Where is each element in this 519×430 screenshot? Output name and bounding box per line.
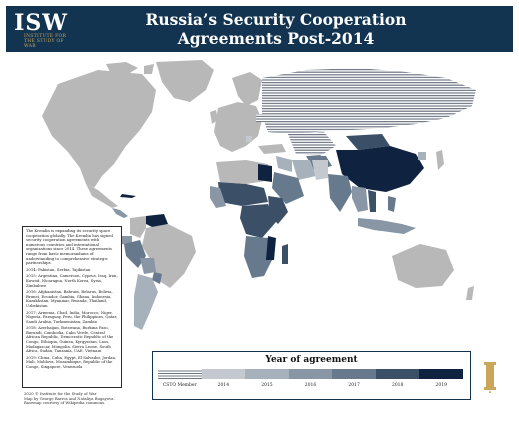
myanmar-thailand <box>352 186 368 212</box>
legend-swatch-2016 <box>288 369 333 379</box>
central-africa <box>240 204 276 238</box>
east-africa <box>268 196 288 224</box>
credit-line: Basemap courtesy of Wikipedia commons. <box>24 400 106 406</box>
north-korea <box>418 152 426 160</box>
legend-swatch-2018 <box>375 369 420 379</box>
vietnam-laos <box>368 190 376 212</box>
legend-color-bar <box>158 369 464 379</box>
legend-label: CSTO Member <box>162 383 197 388</box>
logo-text: ISW <box>14 10 68 36</box>
logo-subtitle: INSTITUTE FOR THE STUDY OF WAR <box>24 34 67 49</box>
mozambique <box>266 236 276 260</box>
year-entry-2018: 2018: Azerbaijan, Botswana, Burkina Faso… <box>26 325 114 354</box>
world-map <box>42 60 476 330</box>
venezuela <box>146 214 168 228</box>
map-legend: Year of agreement CSTO Member 2014 2015 … <box>152 351 471 400</box>
scandinavia <box>232 72 262 106</box>
mexico <box>86 184 118 208</box>
iran <box>292 160 316 180</box>
egypt <box>258 164 272 182</box>
legend-label: 2015 <box>261 383 273 388</box>
southern-africa <box>244 236 274 278</box>
afghanistan-pakistan <box>312 160 328 180</box>
credits: 2020 © Institute for the Study of War Ma… <box>24 391 164 406</box>
year-entry-2019: 2019: China, Cuba, Egypt, El Salvador, J… <box>26 354 117 370</box>
header-banner: ISW INSTITUTE FOR THE STUDY OF WAR Russi… <box>6 6 513 52</box>
peru <box>124 240 146 268</box>
credit-line: 2020 © Institute for the Study of War <box>24 391 97 396</box>
japan <box>436 150 444 170</box>
year-entry-2017: 2017: Armenia, Chad, India, Morocco, Nig… <box>26 309 118 324</box>
new-zealand <box>466 286 474 300</box>
paraguay <box>152 272 162 284</box>
colombia <box>130 216 146 238</box>
arctic-islands <box>106 62 154 74</box>
legend-swatch-2019 <box>419 369 464 379</box>
intro-text: The Kremlin is expanding its security sp… <box>26 228 113 266</box>
mongolia <box>346 134 390 150</box>
info-panel: The Kremlin is expanding its security sp… <box>22 226 122 388</box>
madagascar <box>282 244 288 264</box>
legend-swatch-csto <box>158 369 202 379</box>
greenland <box>156 60 214 102</box>
legend-label: 2019 <box>435 383 447 388</box>
legend-label: 2018 <box>391 383 404 388</box>
legend-swatch-2015 <box>245 369 289 379</box>
turkey <box>258 144 286 154</box>
legend-title: Year of agreement <box>265 355 358 365</box>
russia <box>262 68 476 134</box>
page-title: Russia’s Security Cooperation Agreements… <box>126 10 426 48</box>
cuba <box>120 194 136 198</box>
australia <box>392 244 454 288</box>
argentina-chile <box>134 274 158 330</box>
north-america <box>42 70 156 188</box>
legend-swatch-2017 <box>332 369 376 379</box>
legend-labels: CSTO Member 2014 2015 2016 2017 2018 201… <box>158 383 463 388</box>
europe <box>214 102 262 152</box>
title-line-2: Agreements Post-2014 <box>177 29 375 48</box>
title-line-1: Russia’s Security Cooperation <box>145 10 407 29</box>
year-entry-2016: 2016: Afghanistan, Bahrain, Belarus, Bol… <box>26 289 113 308</box>
legend-label: 2014 <box>217 383 230 388</box>
bolivia <box>140 258 156 274</box>
sahel <box>218 182 268 206</box>
uk <box>210 110 218 124</box>
credit-line: Map by George Barros and Nataliya Bugayo… <box>24 395 115 401</box>
isw-pillar-logo-icon <box>484 362 496 393</box>
year-entry-2015: 2015: Argentina, Cameroon, Cyprus, Iraq,… <box>26 273 118 288</box>
saudi-arabia <box>272 172 304 204</box>
year-entry-2014: 2014: Pakistan, Serbia, Tajikistan <box>26 266 91 272</box>
central-america <box>112 208 128 218</box>
kazakhstan <box>288 132 336 156</box>
iraq-syria <box>276 156 292 172</box>
philippines <box>388 196 396 212</box>
china <box>336 146 424 192</box>
legend-label: 2016 <box>304 383 317 388</box>
legend-swatch-2014 <box>201 369 246 379</box>
isw-logo: ISW INSTITUTE FOR THE STUDY OF WAR <box>14 10 68 49</box>
legend-label: 2017 <box>348 383 360 388</box>
serbia <box>246 136 252 142</box>
west-africa <box>210 186 226 208</box>
indonesia <box>358 218 416 234</box>
india <box>328 174 352 212</box>
